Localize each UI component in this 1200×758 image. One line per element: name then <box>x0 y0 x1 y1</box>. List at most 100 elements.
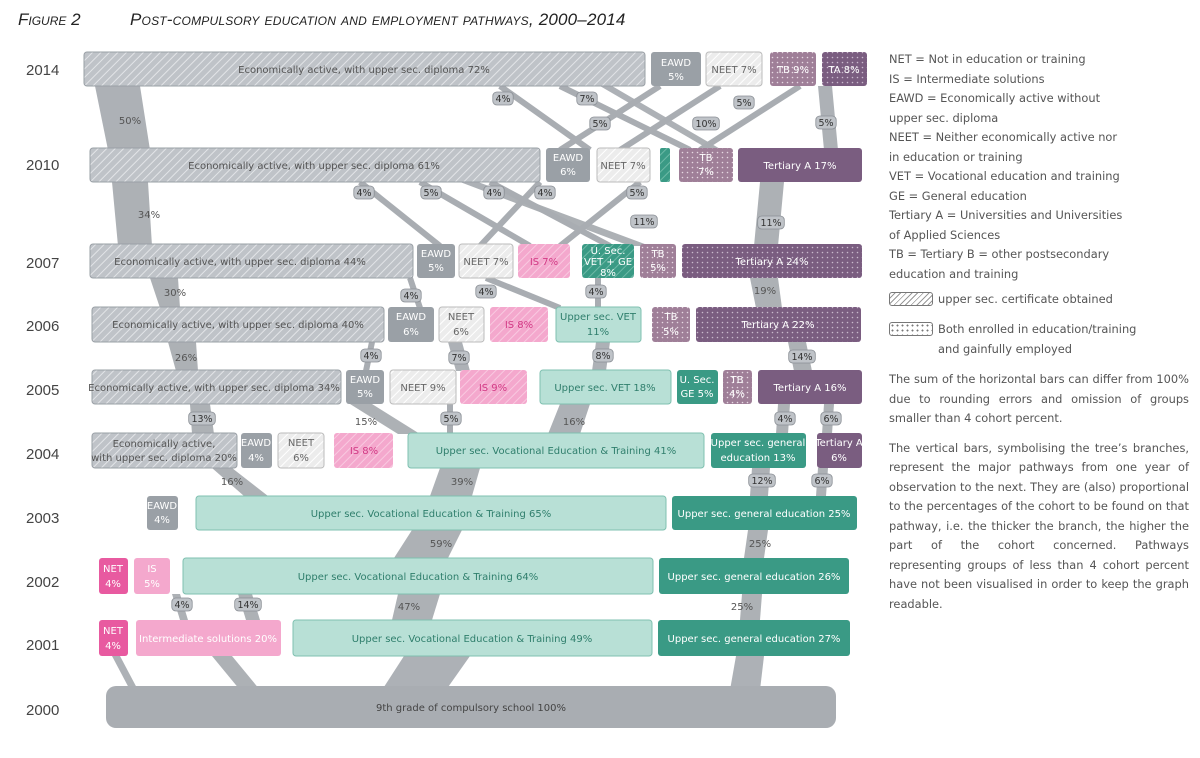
bar-ea-2006-label: Economically active, with upper sec. dip… <box>112 320 364 331</box>
bar-is-2004-label: IS 8% <box>350 446 378 457</box>
branch-base-net01 <box>112 656 138 690</box>
legend-net: NET = Not in education or training <box>889 52 1086 66</box>
bars-2014: Economically active, with upper sec. dip… <box>83 51 867 87</box>
bar-is-2002-value: 5% <box>144 579 160 590</box>
legend-neet-2: in education or training <box>889 149 1023 164</box>
bar-net-2001-value: 4% <box>105 641 121 652</box>
bar-is-2001 <box>136 620 281 656</box>
bar-eawd-2010-value: 6% <box>560 167 576 178</box>
flow-label-text: 14% <box>791 352 812 363</box>
year-label-2014: 2014 <box>26 62 59 79</box>
bar-net-2001 <box>99 620 128 656</box>
flow-label-f14g: 14% <box>234 597 262 612</box>
bar-ta-2007-label: Tertiary A 24% <box>735 257 809 268</box>
bar-usec-2007 <box>582 244 634 278</box>
branch-ta07-ta10 <box>754 182 784 246</box>
flow-label-text: 7% <box>451 353 466 364</box>
bars-2004: Economically active, with upper sec. dip… <box>91 432 863 469</box>
legend-key-dots-line2: and gainfully employed <box>938 341 1073 356</box>
connector-07-b <box>484 275 562 311</box>
flow-label-box <box>475 284 497 299</box>
bar-ea-2014 <box>83 51 646 87</box>
flow-label-f07c: 4% <box>585 284 607 299</box>
flow-label-text: 34% <box>138 210 160 221</box>
bar-ge-2002-label: Upper sec. general education 26% <box>668 572 841 583</box>
legend-tb-2: education and training <box>889 266 1019 281</box>
flow-label-f47: 47% <box>398 602 420 613</box>
bar-ea-2007 <box>89 243 414 279</box>
bar-vet-2005 <box>539 369 672 405</box>
bar-neet-2004-value: 6% <box>293 453 309 464</box>
flow-label-box <box>820 411 842 426</box>
bar-usec-2007-label2: VET + GE <box>584 257 632 268</box>
flow-label-f14e: 10% <box>692 116 720 131</box>
bar-neet-2006 <box>438 306 485 343</box>
flow-label-f06e: 6% <box>811 473 833 488</box>
bar-vet-2001-label: Upper sec. Vocational Education & Traini… <box>352 634 593 645</box>
bar-ta-2007 <box>682 244 862 278</box>
figure-title: Post-compulsory education and employment… <box>130 10 626 29</box>
flow-label-text: 4% <box>486 188 501 199</box>
bar-small-2010 <box>660 148 670 182</box>
flow-label-f14a: 4% <box>492 91 514 106</box>
flow-label-f26: 26% <box>175 353 197 364</box>
year-label-2007: 2007 <box>26 255 59 272</box>
flow-label-f39: 39% <box>451 477 473 488</box>
year-label-2010: 2010 <box>26 157 59 174</box>
legend-vet: VET = Vocational education and training <box>889 169 1120 183</box>
flow-label-text: 16% <box>563 417 585 428</box>
legend-key-dots: Both enrolled in education/training and … <box>889 320 1189 360</box>
flow-label-box <box>585 284 607 299</box>
bar-ge-2003-label: Upper sec. general education 25% <box>678 509 851 520</box>
bar-tb-2007-label: TB <box>651 249 665 260</box>
flow-label-box <box>534 185 556 200</box>
bar-is-2005-label: IS 9% <box>479 383 507 394</box>
bar-tb-2006-value: 5% <box>663 327 679 338</box>
bars-2003: EAWD 4% Upper sec. Vocational Education … <box>147 495 857 531</box>
flow-label-text: 11% <box>633 217 654 228</box>
bar-eawd-2005-value: 5% <box>357 389 373 400</box>
flow-label-text: 7% <box>579 94 594 105</box>
bar-neet-2010-label: NEET 7% <box>600 161 645 172</box>
bar-neet-2014-label: NEET 7% <box>711 65 756 76</box>
year-label-2006: 2006 <box>26 318 59 335</box>
flow-label-text: 4% <box>403 291 418 302</box>
bar-vet-2003-label: Upper sec. Vocational Education & Traini… <box>311 509 552 520</box>
flow-label-text: 8% <box>595 351 610 362</box>
bar-ea-2004-label: Economically active, <box>113 439 216 450</box>
branch-ea04-ea05-15 <box>350 404 420 434</box>
bar-eawd-2010-label: EAWD <box>553 153 584 164</box>
bar-neet-2007-label: NEET 7% <box>463 257 508 268</box>
branch-vet04-vet05 <box>548 404 590 434</box>
flow-label-text: 25% <box>749 539 771 550</box>
bars-2002: NET 4% IS 5% Upper sec. Vocational Educa… <box>99 557 849 595</box>
flow-label-f14b: 7% <box>576 91 598 106</box>
bar-ge-2004-value: education 13% <box>720 453 795 464</box>
flow-label-text: 5% <box>736 98 751 109</box>
bar-eawd-2014-value: 5% <box>668 72 684 83</box>
flow-label-f10c: 4% <box>483 185 505 200</box>
flow-label-text: 4% <box>495 94 510 105</box>
legend-neet: NEET = Neither economically active nor <box>889 130 1118 144</box>
bar-ge-2002 <box>659 558 849 594</box>
legend-key-dots-text: Both enrolled in education/training and … <box>938 320 1136 359</box>
legend-note-branches: The vertical bars, symbolising the tree’… <box>889 440 1189 611</box>
legend-note-sum: The sum of the horizontal bars can diffe… <box>889 372 1189 425</box>
bar-eawd-2014-label: EAWD <box>661 58 692 69</box>
bar-tb-2006 <box>652 307 690 342</box>
flow-label-box <box>748 473 776 488</box>
pathway-diagram: 2014 2010 2007 2006 2005 2004 2003 2002 … <box>26 51 867 728</box>
branch-ea-10-14 <box>95 86 150 150</box>
bar-eawd-2010 <box>546 148 590 182</box>
bar-ta-2005 <box>758 370 862 404</box>
legend-key-hatch-text: upper sec. certificate obtained <box>938 292 1113 306</box>
bar-tb-2005 <box>723 370 752 404</box>
flow-label-f05b: 4% <box>774 411 796 426</box>
flow-label-box <box>630 214 658 229</box>
flow-labels: 50% 4% 7% 5% 5% 10% 5% 34% 4% 5% 4% 4% 5% 11% 11% 30% 4%… <box>119 91 842 613</box>
flow-label-box <box>492 91 514 106</box>
bar-ta-2014 <box>822 52 867 86</box>
branch-ea-07-10 <box>112 182 152 246</box>
bar-tb-2007 <box>640 244 676 278</box>
flow-label-box <box>171 597 193 612</box>
